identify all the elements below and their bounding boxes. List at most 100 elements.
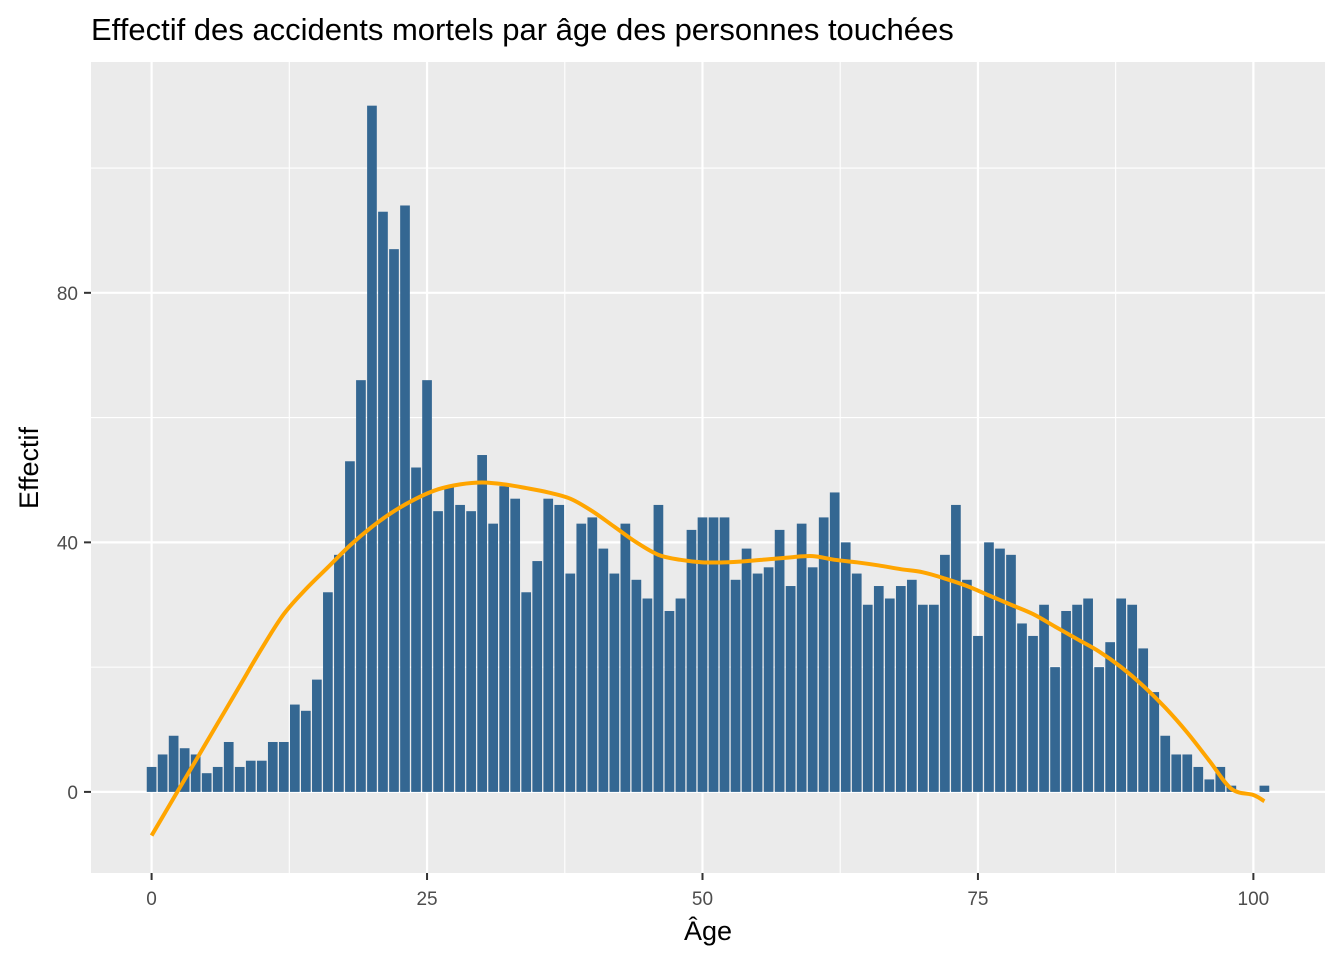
bar-age-11 xyxy=(267,741,278,792)
x-axis-title: Âge xyxy=(684,915,732,946)
bar-age-6 xyxy=(212,766,223,792)
bar-age-21 xyxy=(378,211,388,792)
bar-age-43 xyxy=(620,523,631,792)
bar-age-94 xyxy=(1182,754,1193,792)
bar-age-19 xyxy=(356,380,366,792)
bar-age-47 xyxy=(664,610,675,792)
bar-age-77 xyxy=(995,548,1005,792)
bar-age-26 xyxy=(433,511,443,792)
bar-age-40 xyxy=(587,517,598,792)
bar-age-76 xyxy=(984,542,994,792)
bar-age-20 xyxy=(367,105,377,792)
bar-age-17 xyxy=(334,554,344,792)
bar-age-59 xyxy=(796,523,807,792)
y-tick-label: 0 xyxy=(67,783,78,804)
y-tick-label: 80 xyxy=(57,284,78,305)
x-tick-label: 100 xyxy=(1238,889,1270,910)
bar-age-2 xyxy=(168,735,179,792)
x-tick-label: 50 xyxy=(692,889,713,910)
bar-age-8 xyxy=(234,766,245,792)
bar-age-79 xyxy=(1017,623,1027,792)
y-axis-title: Effectif xyxy=(14,426,44,509)
bar-age-38 xyxy=(565,573,576,792)
y-axis-ticks: 0 40 80 xyxy=(57,284,91,804)
bar-age-0 xyxy=(146,766,157,792)
bar-age-42 xyxy=(609,573,620,792)
bar-age-5 xyxy=(201,773,212,792)
bar-age-48 xyxy=(675,598,686,792)
bar-age-36 xyxy=(543,498,554,792)
bar-age-89 xyxy=(1127,604,1138,792)
bar-age-51 xyxy=(708,517,719,792)
bar-age-4 xyxy=(190,754,201,792)
bar-age-29 xyxy=(466,511,476,792)
bar-age-16 xyxy=(323,592,333,792)
chart-title: Effectif des accidents mortels par âge d… xyxy=(91,12,954,47)
bar-age-91 xyxy=(1149,692,1160,792)
bars xyxy=(146,105,1270,792)
y-tick-label: 40 xyxy=(57,533,78,554)
bar-age-54 xyxy=(741,548,752,792)
bar-age-84 xyxy=(1072,604,1082,792)
bar-age-60 xyxy=(807,567,818,792)
bar-age-90 xyxy=(1138,648,1149,792)
bar-age-3 xyxy=(179,748,190,792)
bar-age-23 xyxy=(400,205,410,792)
bar-age-64 xyxy=(851,573,862,792)
bar-age-73 xyxy=(951,504,961,792)
bar-age-52 xyxy=(719,517,730,792)
bar-age-32 xyxy=(499,486,510,792)
bar-age-57 xyxy=(774,529,785,792)
x-tick-label: 25 xyxy=(416,889,437,910)
bar-age-35 xyxy=(532,561,543,792)
bar-age-22 xyxy=(389,249,399,792)
bar-age-80 xyxy=(1028,635,1038,792)
bar-age-25 xyxy=(422,380,432,792)
bar-age-101 xyxy=(1259,785,1270,792)
bar-age-83 xyxy=(1061,610,1071,792)
bar-age-86 xyxy=(1094,667,1104,792)
bar-age-39 xyxy=(576,523,587,792)
bar-age-28 xyxy=(455,504,465,792)
bar-age-30 xyxy=(477,455,487,792)
bar-age-61 xyxy=(818,517,829,792)
bar-age-12 xyxy=(278,741,289,792)
bar-age-45 xyxy=(642,598,653,792)
bar-age-92 xyxy=(1160,735,1171,792)
bar-age-67 xyxy=(884,598,895,792)
bar-age-27 xyxy=(444,486,454,792)
bar-age-75 xyxy=(973,635,983,792)
bar-age-78 xyxy=(1006,554,1016,792)
bar-age-33 xyxy=(510,498,521,792)
bar-age-1 xyxy=(157,754,168,792)
bar-age-72 xyxy=(940,554,950,792)
bar-age-69 xyxy=(906,579,917,792)
bar-age-55 xyxy=(752,573,763,792)
smooth-curve xyxy=(149,480,1266,837)
bar-age-18 xyxy=(345,461,355,792)
bar-age-96 xyxy=(1204,779,1215,792)
bar-age-44 xyxy=(631,579,642,792)
bar-age-13 xyxy=(289,704,300,792)
x-axis-ticks: 0 25 50 75 100 xyxy=(146,873,1269,910)
bar-age-37 xyxy=(554,504,565,792)
bar-age-66 xyxy=(873,586,884,792)
bar-age-14 xyxy=(301,710,311,792)
bar-age-31 xyxy=(488,523,498,792)
grid-minor xyxy=(91,62,1325,873)
bar-age-46 xyxy=(653,504,664,792)
bar-age-56 xyxy=(763,567,774,792)
bar-age-93 xyxy=(1171,754,1182,792)
bar-age-49 xyxy=(686,529,697,792)
bar-age-87 xyxy=(1105,642,1115,792)
bar-age-97 xyxy=(1215,766,1226,792)
bar-age-34 xyxy=(521,592,532,792)
bar-age-68 xyxy=(895,586,906,792)
bar-age-70 xyxy=(918,604,928,792)
bar-age-63 xyxy=(840,542,851,792)
bar-age-88 xyxy=(1116,598,1127,792)
bar-age-81 xyxy=(1039,604,1049,792)
bar-age-9 xyxy=(245,760,256,792)
x-tick-label: 0 xyxy=(146,889,157,910)
